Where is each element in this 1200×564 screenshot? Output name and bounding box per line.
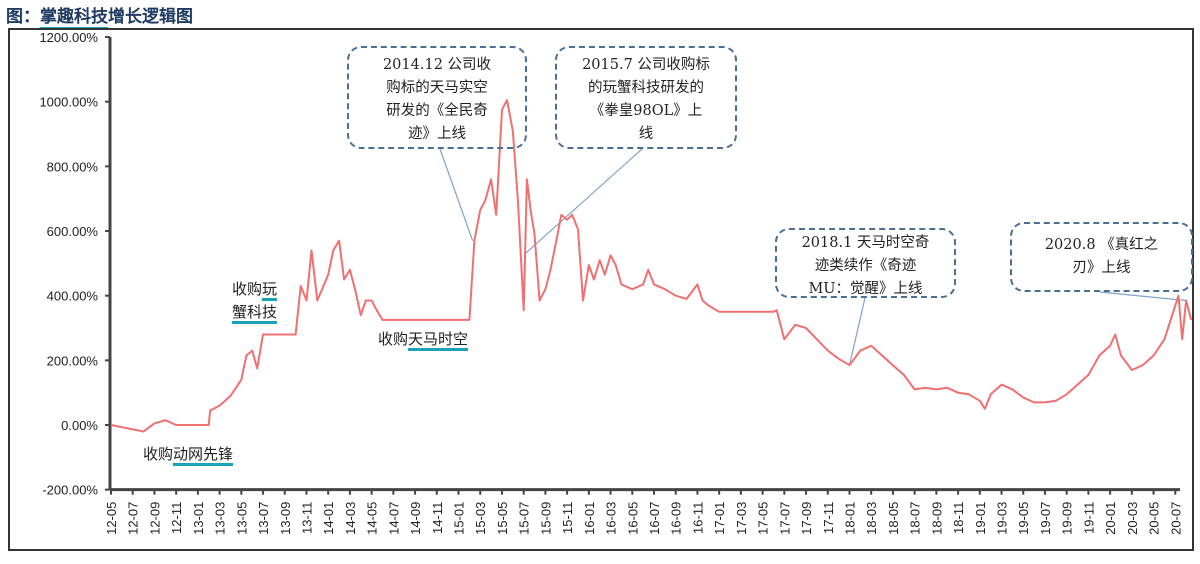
- x-tick-label: 12-07: [126, 502, 141, 535]
- annotation-line: 2018.1 天马时空奇: [801, 235, 930, 251]
- annotation-line: 研发的《全民奇: [386, 103, 488, 119]
- x-tick-label: 17-11: [821, 502, 836, 534]
- y-tick-label: 200.00%: [47, 353, 99, 368]
- x-tick-label: 14-01: [321, 502, 336, 535]
- x-tick-label: 12-09: [147, 502, 162, 535]
- event-target-line2: 蟹科技: [232, 303, 278, 324]
- x-tick-label: 16-07: [647, 502, 662, 535]
- annotation-line: 线: [638, 126, 654, 142]
- x-tick-label: 13-11: [299, 502, 314, 534]
- x-tick-label: 12-05: [104, 502, 119, 535]
- figure-title: 图：掌趣科技增长逻辑图: [6, 2, 193, 29]
- x-tick-label: 19-09: [1060, 502, 1075, 535]
- x-tick-label: 20-05: [1147, 502, 1162, 535]
- x-tick-label: 15-05: [495, 502, 510, 535]
- x-tick-label: 19-03: [995, 502, 1010, 535]
- x-tick-label: 17-05: [756, 502, 771, 535]
- x-tick-label: 18-09: [929, 502, 944, 535]
- title-company: 掌趣科技: [40, 7, 108, 29]
- x-tick-label: 20-07: [1168, 502, 1183, 535]
- x-tick-label: 16-09: [669, 502, 684, 535]
- x-tick-label: 19-07: [1038, 502, 1053, 535]
- annotation-line: 2015.7 公司收购标: [582, 57, 710, 73]
- x-tick-label: 13-07: [256, 502, 271, 535]
- x-tick-label: 16-11: [690, 502, 705, 534]
- annotation-line: 刃》上线: [1072, 260, 1131, 276]
- x-tick-label: 18-07: [908, 502, 923, 535]
- annotation-leader-line: [848, 297, 866, 366]
- annotation-box-2014: 2014.12 公司收 购标的天马实空 研发的《全民奇 迹》上线: [347, 46, 527, 149]
- x-tick-label: 20-03: [1125, 502, 1140, 535]
- event-label-wanxie: 收购玩 蟹科技: [232, 278, 278, 324]
- event-target: 动网先锋: [173, 445, 234, 466]
- x-tick-label: 18-03: [864, 502, 879, 535]
- event-label-dongwang: 收购动网先锋: [143, 443, 234, 466]
- annotation-box-2020: 2020.8 《真红之 刃》上线: [1010, 222, 1193, 292]
- annotation-line: 2014.12 公司收: [382, 57, 492, 73]
- x-tick-label: 14-07: [386, 502, 401, 535]
- x-tick-label: 13-01: [191, 502, 206, 535]
- event-label-tianma: 收购天马时空: [378, 328, 469, 351]
- annotation-line: 的玩蟹科技研发的: [588, 80, 704, 96]
- x-tick-label: 14-09: [408, 502, 423, 535]
- x-tick-label: 14-05: [365, 502, 380, 535]
- series-line: [110, 99, 1193, 433]
- x-tick-label: 15-11: [560, 502, 575, 534]
- y-tick-label: 1000.00%: [39, 95, 98, 110]
- x-tick-label: 15-01: [452, 502, 467, 535]
- x-tick-label: 15-03: [473, 502, 488, 535]
- event-prefix: 收购: [232, 280, 263, 298]
- x-tick-label: 14-03: [343, 502, 358, 535]
- title-prefix: 图：: [6, 7, 40, 27]
- y-tick-label: 600.00%: [47, 224, 99, 239]
- x-tick-label: 20-01: [1103, 502, 1118, 535]
- x-tick-label: 12-11: [169, 502, 184, 534]
- annotation-line: MU：觉醒》上线: [808, 281, 923, 297]
- annotation-leader-line: [1099, 291, 1187, 302]
- x-tick-label: 13-09: [278, 502, 293, 535]
- event-prefix: 收购: [143, 445, 174, 463]
- title-rest: 增长逻辑图: [108, 7, 193, 27]
- annotation-box-2015: 2015.7 公司收购标 的玩蟹科技研发的 《拳皇98OL》上 线: [555, 46, 737, 149]
- x-tick-label: 19-11: [1081, 502, 1096, 534]
- x-tick-label: 13-03: [213, 502, 228, 535]
- annotation-line: 2020.8 《真红之: [1044, 237, 1159, 253]
- event-prefix: 收购: [378, 330, 409, 348]
- x-tick-label: 16-05: [625, 502, 640, 535]
- y-tick-label: 800.00%: [47, 159, 99, 174]
- x-tick-label: 16-03: [604, 502, 619, 535]
- annotation-line: 购标的天马实空: [386, 80, 488, 96]
- annotation-line: 迹》上线: [408, 126, 466, 142]
- annotation-leader-line: [439, 148, 474, 241]
- x-tick-label: 16-01: [582, 502, 597, 535]
- x-tick-label: 19-05: [1016, 502, 1031, 535]
- x-tick-label: 17-09: [799, 502, 814, 535]
- annotation-box-2018: 2018.1 天马时空奇 迹类续作《奇迹 MU：觉醒》上线: [775, 228, 956, 298]
- event-target: 玩: [262, 280, 278, 301]
- x-tick-label: 13-05: [234, 502, 249, 535]
- y-tick-label: 400.00%: [47, 289, 99, 304]
- x-tick-label: 15-09: [538, 502, 553, 535]
- x-tick-label: 15-07: [517, 502, 532, 535]
- annotation-line: 《拳皇98OL》上: [589, 103, 703, 119]
- x-tick-label: 18-05: [886, 502, 901, 535]
- x-tick-label: 19-01: [973, 502, 988, 535]
- x-tick-label: 14-11: [430, 502, 445, 534]
- x-tick-label: 17-01: [712, 502, 727, 535]
- event-target: 天马时空: [408, 330, 469, 351]
- annotation-line: 迹类续作《奇迹: [814, 258, 917, 274]
- x-tick-label: 17-03: [734, 502, 749, 535]
- annotation-leader-line: [524, 148, 643, 255]
- x-tick-label: 18-01: [842, 502, 857, 535]
- chart-frame: [8, 28, 1194, 551]
- y-tick-label: 1200.00%: [39, 30, 98, 45]
- x-tick-label: 17-07: [777, 502, 792, 535]
- y-tick-label: -200.00%: [42, 483, 98, 498]
- y-tick-label: 0.00%: [61, 418, 98, 433]
- x-tick-label: 18-11: [951, 502, 966, 534]
